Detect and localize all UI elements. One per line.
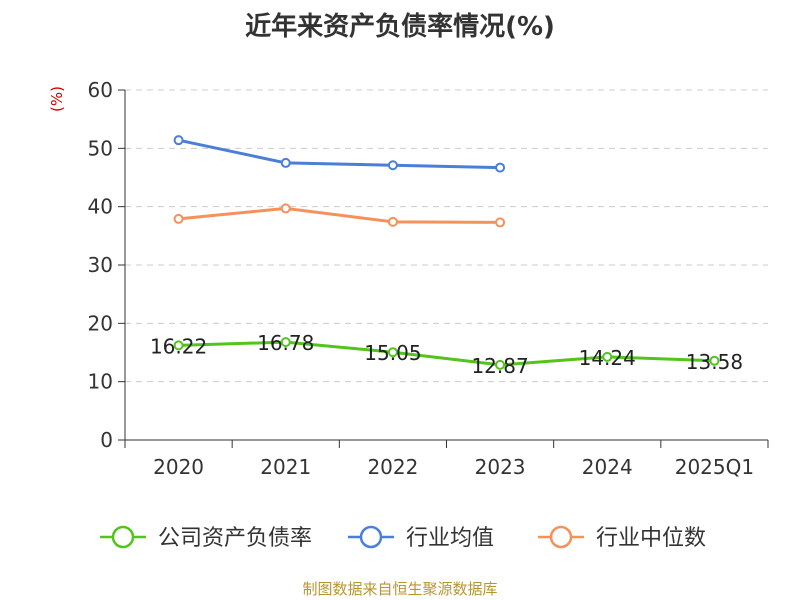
data-point[interactable] bbox=[495, 162, 506, 173]
series-layer: 16.22 16.78 15.05 12.87 14.24 13.58 bbox=[150, 135, 743, 378]
legend[interactable]: 公司资产负债率 行业均值 行业中位数 bbox=[100, 525, 706, 551]
chart-title: 近年来资产负债率情况(%) bbox=[245, 12, 555, 42]
data-label: 12.87 bbox=[471, 354, 528, 378]
x-tick-label: 2023 bbox=[475, 455, 526, 479]
x-tick-label: 2020 bbox=[153, 455, 204, 479]
x-tick-label: 2022 bbox=[367, 455, 418, 479]
data-point[interactable] bbox=[387, 160, 398, 171]
data-point[interactable] bbox=[280, 337, 291, 348]
y-tick-label: 60 bbox=[88, 78, 113, 102]
series-line bbox=[178, 138, 501, 170]
y-tick-label: 20 bbox=[88, 311, 113, 335]
data-source-note: 制图数据来自恒生聚源数据库 bbox=[302, 580, 498, 598]
data-label: 15.05 bbox=[364, 341, 421, 365]
y-tick-label: 50 bbox=[88, 136, 113, 160]
legend-marker bbox=[549, 525, 573, 549]
x-tick-label: 2024 bbox=[582, 455, 633, 479]
axes: 0 10 20 30 40 50 60 2020 2021 2022 2023 2024 2025Q1 bbox=[88, 78, 769, 479]
legend-label: 行业均值 bbox=[406, 526, 494, 551]
legend-item[interactable]: 行业均值 bbox=[348, 525, 494, 551]
y-tick-label: 40 bbox=[88, 195, 113, 219]
data-point[interactable] bbox=[602, 351, 613, 362]
data-label: 13.58 bbox=[686, 350, 743, 374]
series-line bbox=[178, 206, 501, 224]
y-tick-label: 0 bbox=[100, 428, 113, 452]
data-point[interactable] bbox=[495, 217, 506, 228]
data-point[interactable] bbox=[173, 213, 184, 224]
legend-item[interactable]: 行业中位数 bbox=[538, 525, 706, 551]
data-point[interactable] bbox=[495, 359, 506, 370]
y-tick-label: 10 bbox=[88, 370, 113, 394]
legend-item[interactable]: 公司资产负债率 bbox=[100, 525, 312, 551]
grid-lines bbox=[125, 89, 768, 383]
data-point[interactable] bbox=[280, 203, 291, 214]
data-point[interactable] bbox=[173, 135, 184, 146]
data-label: 16.22 bbox=[150, 334, 207, 358]
legend-marker bbox=[359, 525, 383, 549]
data-label: 14.24 bbox=[579, 346, 636, 370]
data-point[interactable] bbox=[709, 355, 720, 366]
data-point[interactable] bbox=[280, 157, 291, 168]
legend-label: 行业中位数 bbox=[596, 526, 706, 551]
data-point[interactable] bbox=[387, 216, 398, 227]
x-tick-label: 2021 bbox=[260, 455, 311, 479]
legend-marker bbox=[111, 525, 135, 549]
series-line bbox=[178, 340, 715, 367]
y-tick-label: 30 bbox=[88, 253, 113, 277]
legend-label: 公司资产负债率 bbox=[158, 526, 312, 551]
data-point[interactable] bbox=[387, 347, 398, 358]
x-tick-label: 2025Q1 bbox=[675, 455, 754, 479]
data-label: 16.78 bbox=[257, 331, 314, 355]
data-point[interactable] bbox=[173, 340, 184, 351]
